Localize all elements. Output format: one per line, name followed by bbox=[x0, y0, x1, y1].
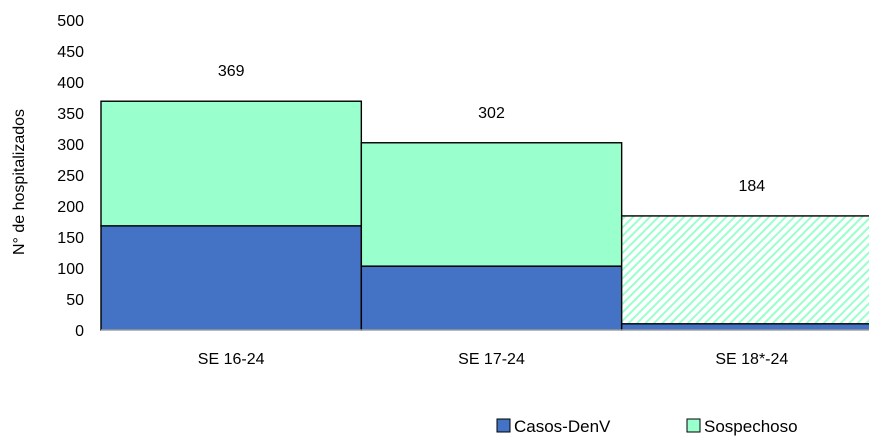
y-tick-label: 400 bbox=[57, 75, 84, 92]
y-axis-label: N° de hospitalizados bbox=[11, 109, 28, 255]
x-tick-label: SE 17-24 bbox=[458, 351, 525, 368]
y-tick-label: 150 bbox=[57, 230, 84, 247]
legend-swatch-casos-denv bbox=[496, 418, 511, 433]
y-tick-label: 0 bbox=[75, 323, 84, 340]
y-axis-ticks: 0 50 100 150 200 250 300 350 400 450 500 bbox=[57, 13, 84, 340]
legend-label-sospechoso: Sospechoso bbox=[704, 417, 798, 436]
bar-casos-denv-3 bbox=[620, 323, 869, 331]
bar-casos-denv-1 bbox=[100, 225, 363, 331]
total-label: 184 bbox=[738, 178, 765, 195]
legend-item-casos-denv: Casos-DenV bbox=[496, 417, 611, 436]
y-tick-label: 100 bbox=[57, 261, 84, 278]
legend-item-sospechoso: Sospechoso bbox=[686, 417, 798, 436]
y-tick-label: 250 bbox=[57, 168, 84, 185]
legend-swatch-sospechoso bbox=[686, 418, 701, 433]
bar-sospechoso-3 bbox=[620, 215, 869, 325]
y-tick-label: 200 bbox=[57, 199, 84, 216]
y-tick-label: 350 bbox=[57, 106, 84, 123]
legend-label-casos-denv: Casos-DenV bbox=[514, 417, 611, 436]
bar-sospechoso-2 bbox=[360, 142, 623, 267]
x-tick-label: SE 18*-24 bbox=[715, 351, 788, 368]
bar-casos-denv-2 bbox=[360, 265, 623, 331]
y-tick-label: 450 bbox=[57, 44, 84, 61]
total-labels: 369 302 184 bbox=[218, 63, 765, 195]
bar-sospechoso-1 bbox=[100, 100, 363, 227]
x-tick-label: SE 16-24 bbox=[198, 351, 265, 368]
total-label: 302 bbox=[478, 105, 505, 122]
x-axis-ticks: SE 16-24 SE 17-24 SE 18*-24 bbox=[198, 351, 789, 368]
legend: Casos-DenV Sospechoso bbox=[496, 417, 798, 436]
y-tick-label: 500 bbox=[57, 13, 84, 30]
total-label: 369 bbox=[218, 63, 245, 80]
y-tick-label: 50 bbox=[66, 292, 84, 309]
y-tick-label: 300 bbox=[57, 137, 84, 154]
bars bbox=[100, 100, 869, 331]
